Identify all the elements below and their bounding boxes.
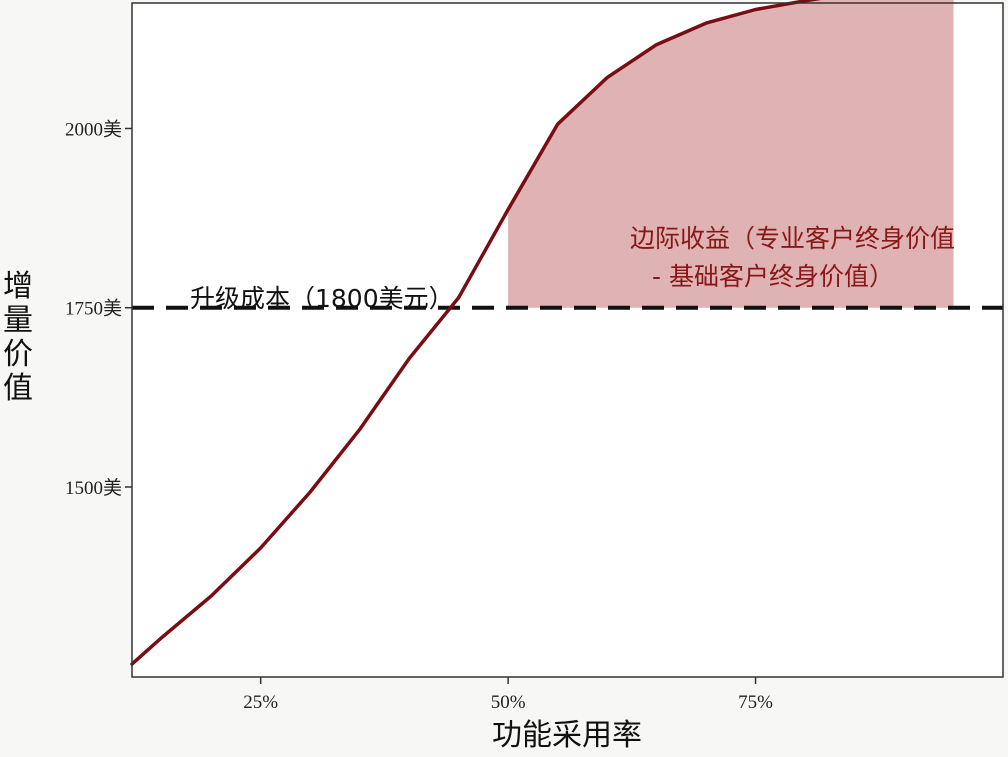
y-axis-title: 增量价值: [3, 269, 33, 406]
x-tick-label: 75%: [738, 692, 773, 713]
x-axis-title: 功能采用率: [492, 718, 642, 753]
plot-frame: [131, 2, 1004, 678]
y-tick-label: 2000美: [65, 118, 122, 140]
shaded-region-label-line2: - 基础客户终身价值）: [652, 262, 894, 291]
x-tick-label: 50%: [491, 692, 526, 713]
x-axis-ticks: 25% 50% 75%: [243, 677, 773, 713]
marginal-benefit-area: [508, 0, 954, 308]
reference-line-label: 升级成本（1800美元）: [190, 284, 454, 313]
x-tick-label: 25%: [243, 692, 278, 713]
y-tick-label: 1500美: [65, 477, 122, 499]
series-line: [130, 0, 822, 666]
y-tick-label: 1750美: [65, 298, 122, 320]
shaded-region-label-line1: 边际收益（专业客户终身价值: [630, 224, 955, 253]
y-axis-ticks: 1500美 1750美 2000美: [65, 118, 132, 499]
